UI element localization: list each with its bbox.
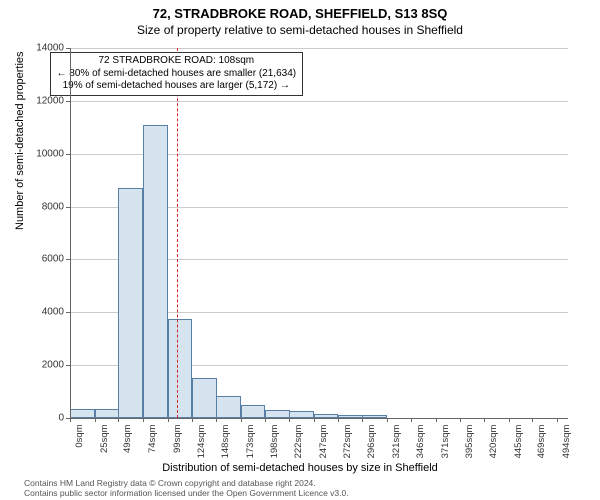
x-tick-label: 74sqm: [147, 424, 158, 453]
x-tick-label: 494sqm: [561, 425, 572, 459]
x-tick-label: 124sqm: [196, 425, 207, 459]
histogram-bar: [95, 409, 120, 418]
x-tick-label: 49sqm: [122, 424, 133, 453]
footer-attribution: Contains HM Land Registry data © Crown c…: [24, 478, 349, 498]
page-title: 72, STRADBROKE ROAD, SHEFFIELD, S13 8SQ: [0, 0, 600, 21]
x-tick-label: 0sqm: [74, 424, 85, 447]
histogram-bar: [265, 410, 290, 418]
y-axis-line: [70, 48, 71, 418]
x-tick-label: 445sqm: [513, 425, 524, 459]
histogram-bar: [118, 188, 143, 418]
y-tick-label: 12000: [36, 95, 64, 106]
histogram-bar: [70, 409, 95, 418]
x-tick-label: 395sqm: [464, 425, 475, 459]
footer-line: Contains public sector information licen…: [24, 488, 349, 498]
gridline: [70, 48, 568, 49]
marker-line: [177, 48, 178, 418]
footer-line: Contains HM Land Registry data © Crown c…: [24, 478, 349, 488]
x-tick-label: 296sqm: [366, 425, 377, 459]
x-tick-label: 371sqm: [440, 425, 451, 459]
y-tick-label: 0: [58, 413, 64, 424]
x-tick-label: 25sqm: [99, 424, 110, 453]
annotation-line: ← 80% of semi-detached houses are smalle…: [57, 68, 297, 81]
histogram-bar: [192, 378, 217, 418]
x-tick-label: 247sqm: [318, 425, 329, 459]
annotation-box: 72 STRADBROKE ROAD: 108sqm← 80% of semi-…: [50, 52, 304, 96]
x-tick-label: 99sqm: [172, 424, 183, 453]
x-axis-line: [70, 418, 568, 419]
y-tick-label: 4000: [42, 307, 64, 318]
x-tick-label: 198sqm: [269, 425, 280, 459]
y-tick-label: 6000: [42, 254, 64, 265]
histogram-bar: [143, 125, 168, 418]
histogram-bar: [168, 319, 193, 418]
x-tick-label: 321sqm: [391, 425, 402, 459]
x-tick-label: 420sqm: [488, 425, 499, 459]
x-tick-label: 272sqm: [342, 425, 353, 459]
histogram-bar: [241, 405, 266, 418]
y-tick-label: 10000: [36, 148, 64, 159]
x-tick-label: 148sqm: [220, 425, 231, 459]
x-tick-label: 346sqm: [415, 425, 426, 459]
x-tick-label: 469sqm: [536, 425, 547, 459]
histogram-bar: [216, 396, 241, 418]
annotation-line: 19% of semi-detached houses are larger (…: [57, 80, 297, 93]
x-tick-label: 173sqm: [245, 425, 256, 459]
x-axis-label: Distribution of semi-detached houses by …: [0, 462, 600, 474]
y-tick-label: 8000: [42, 201, 64, 212]
histogram-bar: [289, 411, 314, 418]
x-tick-label: 222sqm: [293, 425, 304, 459]
annotation-line: 72 STRADBROKE ROAD: 108sqm: [57, 55, 297, 68]
chart-subtitle: Size of property relative to semi-detach…: [0, 21, 600, 37]
chart-plot-area: 020004000600080001000012000140000sqm25sq…: [70, 48, 568, 418]
y-tick-label: 2000: [42, 360, 64, 371]
gridline: [70, 101, 568, 102]
y-axis-label: Number of semi-detached properties: [14, 51, 26, 230]
